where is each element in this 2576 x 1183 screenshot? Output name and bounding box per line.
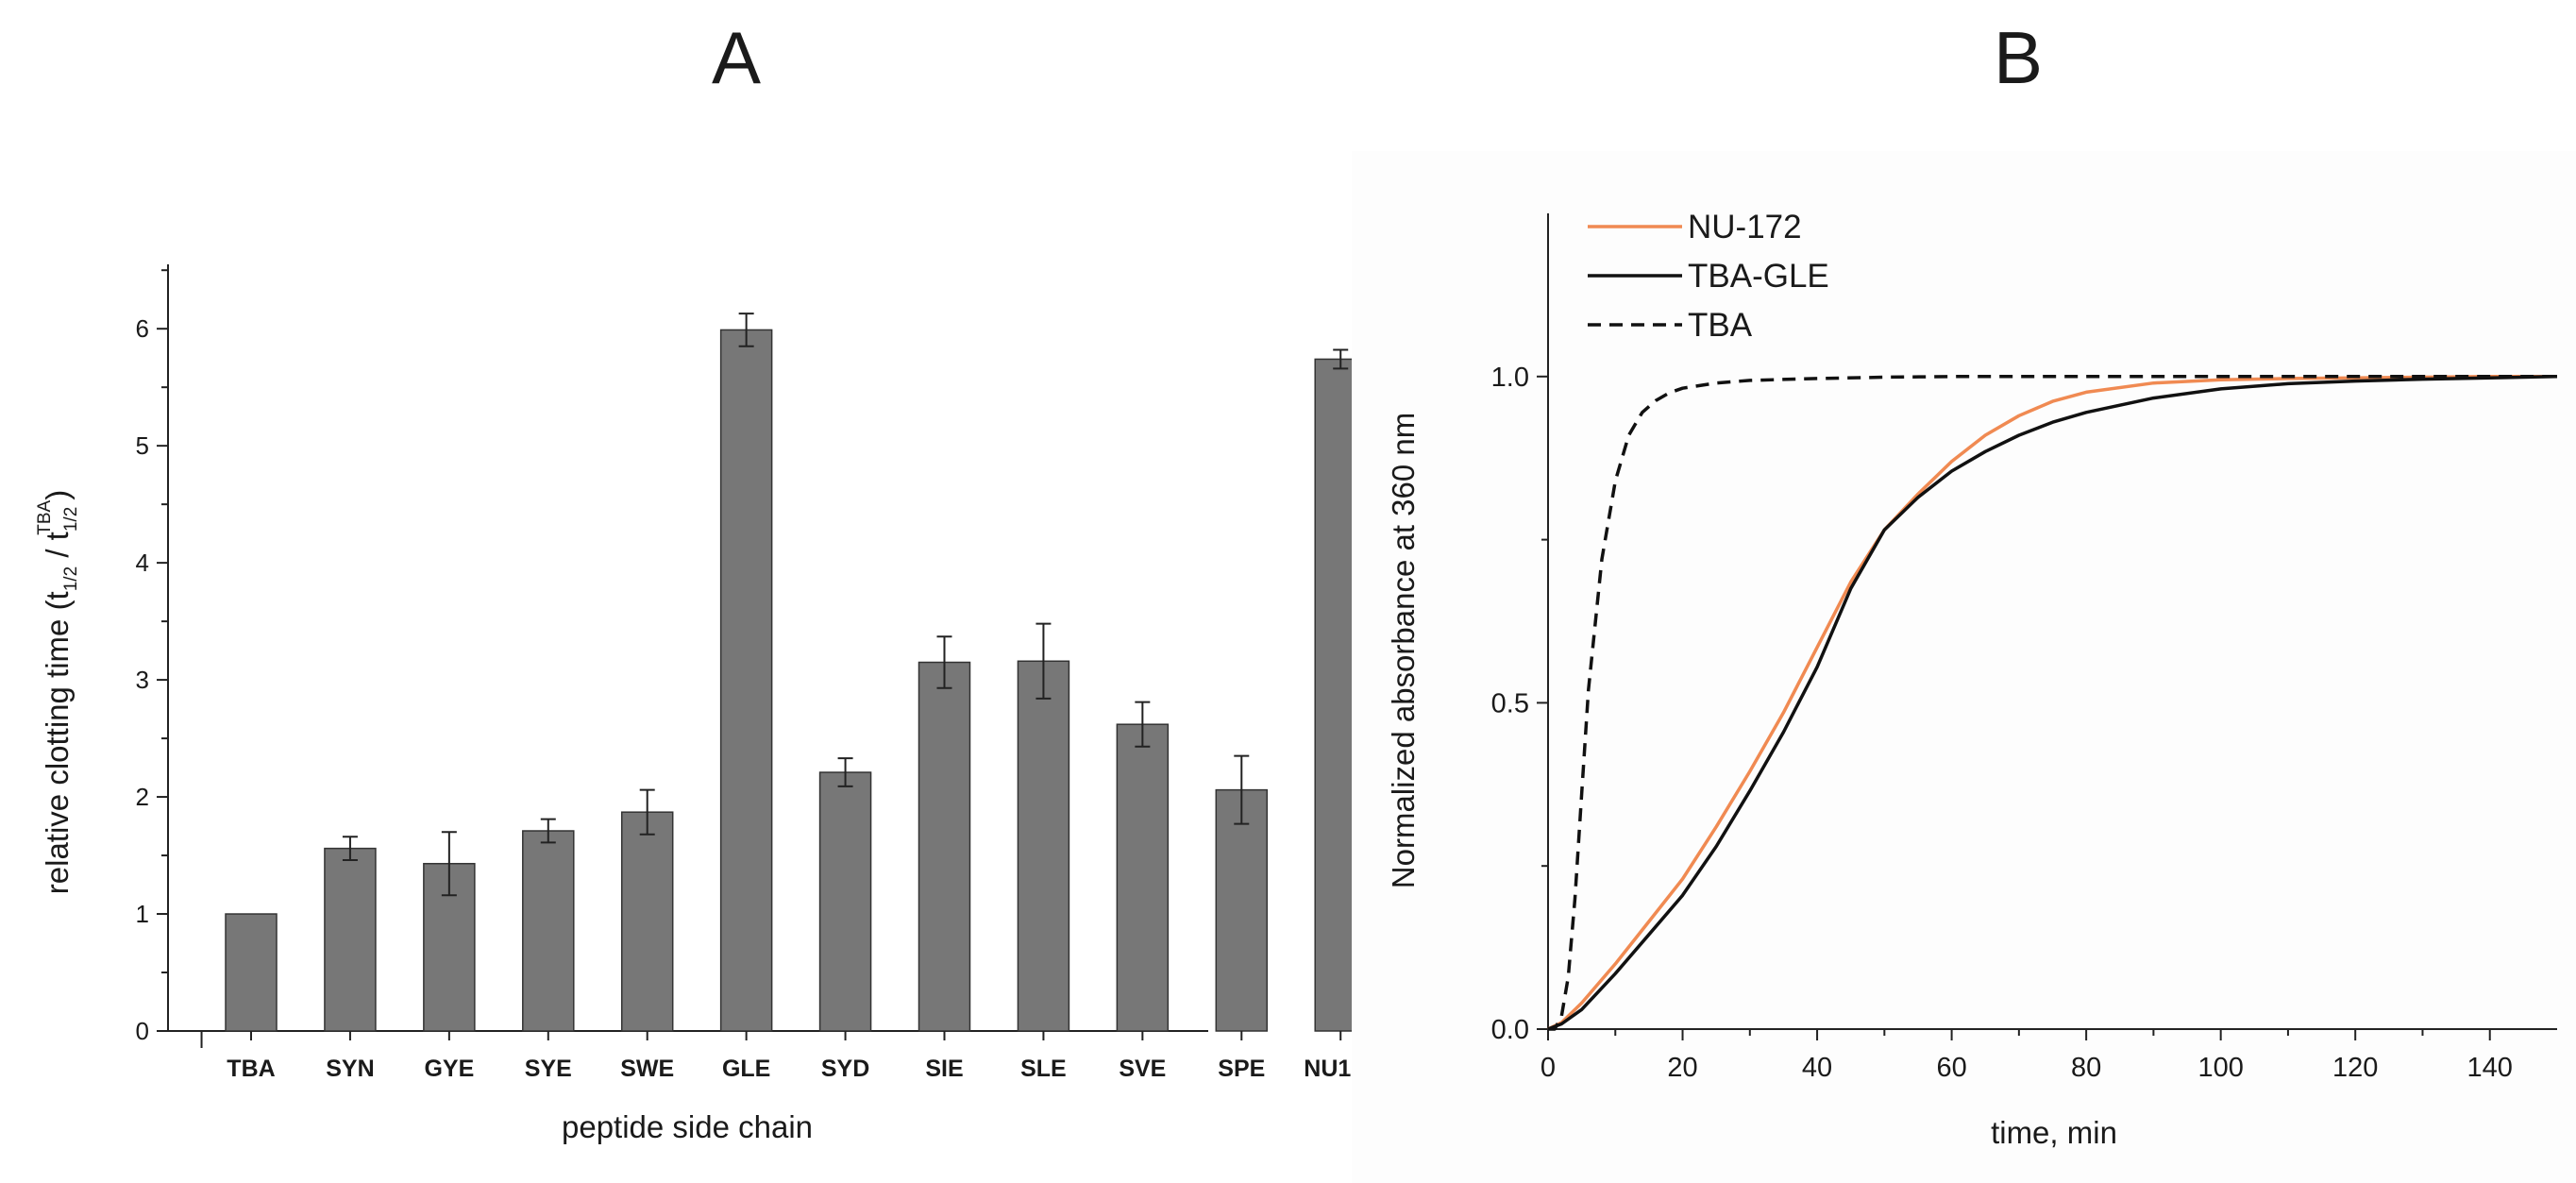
b-y-tick-label: 1.0: [1491, 363, 1529, 393]
b-x-tick-label: 80: [2071, 1053, 2101, 1083]
b-x-tick-label: 40: [1802, 1053, 1832, 1083]
bar-spe: [1215, 788, 1269, 1032]
bar-chart-error-bars: [342, 313, 1349, 897]
y-tick-label: 4: [136, 549, 149, 577]
x-tick-label-sye: SYE: [525, 1056, 572, 1082]
y-title-prefix: relative clotting time (t: [40, 591, 75, 894]
series-line-tba: [1548, 375, 2557, 1031]
bar-sie: [918, 661, 971, 1032]
series-line-tba-gle: [1547, 375, 2558, 1031]
bar-sve: [1116, 723, 1170, 1032]
bar-chart-x-axis-title: peptide side chain: [562, 1109, 813, 1144]
y-tick-label: 3: [136, 666, 149, 694]
bar-sle: [1017, 660, 1070, 1032]
line-chart-x-axis-title: time, min: [1991, 1115, 2117, 1150]
bar-syd: [818, 771, 872, 1032]
line-chart-b: 0.0 0.5 1.0 0 20 40 60 80 100 120 140 NU-172 TBA-G…: [1352, 151, 2576, 1183]
b-y-tick-label: 0.0: [1491, 1015, 1529, 1045]
legend-label-tba-gle: TBA-GLE: [1688, 258, 1829, 295]
y-tick-label: 1: [136, 900, 149, 928]
line-chart-x-ticks: 0 20 40 60 80 100 120 140: [1541, 1029, 2513, 1083]
bar-tba: [225, 913, 278, 1032]
b-y-tick-label: 0.5: [1491, 688, 1529, 718]
bar-swe: [620, 811, 674, 1032]
y-tick-label: 5: [136, 431, 149, 460]
x-tick-label-spe: SPE: [1218, 1056, 1265, 1082]
line-chart-y-axis-title: Normalized absorbance at 360 nm: [1386, 413, 1421, 888]
bar-chart-y-axis-title: relative clotting time (t1/2 / t1/2TBA): [35, 490, 81, 894]
x-tick-label-sle: SLE: [1020, 1056, 1067, 1082]
y-title-sub1: 1/2: [61, 566, 81, 591]
panel-a-label: A: [712, 16, 761, 99]
b-x-tick-label: 60: [1936, 1053, 1966, 1083]
x-tick-label-syn: SYN: [326, 1056, 374, 1082]
b-x-tick-label: 140: [2467, 1053, 2513, 1083]
y-tick-label: 0: [136, 1017, 149, 1045]
y-title-sub2: 1/2: [61, 507, 81, 532]
panel-b-label: B: [1994, 16, 2043, 99]
series-line-nu-172: [1547, 375, 2557, 1031]
line-chart-legend: NU-172 TBA-GLE TBA: [1588, 209, 1829, 344]
legend-label-tba: TBA: [1688, 307, 1753, 344]
bar-gle: [719, 329, 773, 1032]
y-tick-label: 2: [136, 783, 149, 811]
bar-syn: [324, 847, 377, 1032]
legend-label-nu-172: NU-172: [1688, 209, 1802, 245]
x-tick-label-gye: GYE: [424, 1056, 474, 1082]
x-tick-label-sve: SVE: [1119, 1056, 1166, 1082]
y-tick-label: 6: [136, 314, 149, 343]
line-chart-frame: [1352, 151, 2576, 1183]
y-title-sup: TBA: [35, 499, 55, 534]
bar-sye: [522, 830, 575, 1032]
b-x-tick-label: 20: [1667, 1053, 1697, 1083]
line-chart-y-ticks: 0.0 0.5 1.0: [1491, 363, 1548, 1045]
x-tick-label-syd: SYD: [821, 1056, 869, 1082]
b-x-tick-label: 120: [2332, 1053, 2378, 1083]
b-x-tick-label: 0: [1541, 1053, 1556, 1083]
line-chart-axes: [1547, 213, 2557, 1030]
x-tick-label-gle: GLE: [722, 1056, 770, 1082]
y-title-mid: / t: [40, 532, 75, 566]
bar-chart-x-ticks: TBA SYN GYE SYE SWE GLE SYD SIE SLE SVE SPE NU172: [200, 1031, 1391, 1082]
b-x-tick-label: 100: [2197, 1053, 2243, 1083]
bar-chart-bars: [225, 329, 1367, 1032]
y-title-suffix: ): [40, 490, 75, 500]
x-tick-label-swe: SWE: [620, 1056, 674, 1082]
bar-chart-y-ticks: 0 1 2 3 4 5 6: [136, 269, 168, 1045]
x-tick-label-tba: TBA: [227, 1056, 275, 1082]
bar-chart-a: 0 1 2 3 4 5 6 TBA SYN GYE SYE SWE GLE SYD SIE SLE SVE SP…: [35, 264, 1391, 1144]
x-tick-label-sie: SIE: [925, 1056, 963, 1082]
line-chart-series: [1547, 375, 2558, 1031]
